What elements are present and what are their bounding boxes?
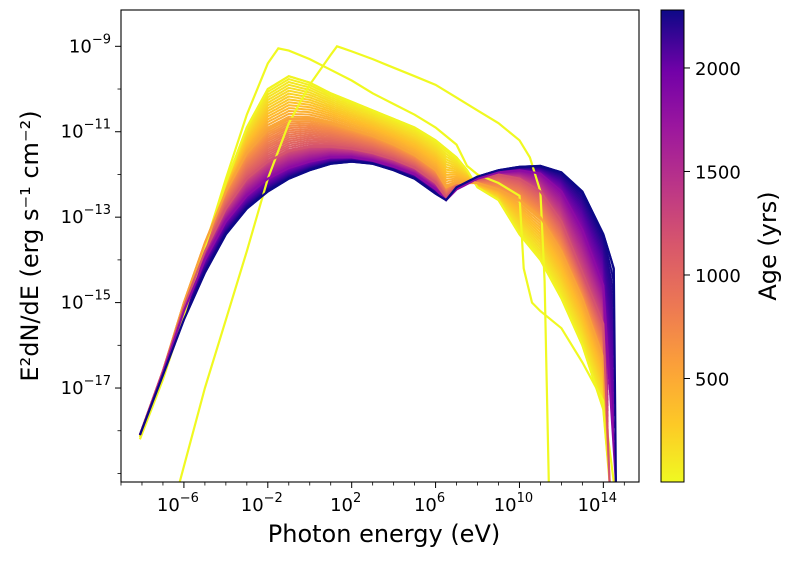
sed-curve-series [138, 156, 617, 482]
x-tick-exp: 10 [517, 491, 534, 506]
y-tick-label: 10−17 [61, 374, 111, 399]
x-tick-base: 10 [241, 495, 264, 516]
sed-curve-series [138, 145, 611, 482]
x-tick-label: 1014 [578, 491, 617, 516]
x-tick-base: 10 [414, 495, 437, 516]
plot-frame [120, 9, 640, 483]
colorbar [660, 9, 685, 483]
sed-curves [138, 45, 617, 482]
x-tick-exp: 6 [437, 491, 445, 506]
x-tick-exp: −2 [264, 491, 283, 506]
x-tick-exp: 2 [353, 491, 361, 506]
x-tick-label: 1010 [494, 491, 533, 516]
colorbar-tick-label: 500 [695, 369, 729, 390]
y-tick-base: 10 [69, 36, 92, 57]
sed-curve-series [138, 75, 611, 482]
colorbar-tick-label: 1500 [695, 162, 741, 183]
x-tick-base: 10 [157, 495, 180, 516]
y-tick-exp: −11 [84, 118, 111, 133]
y-tick-exp: −13 [84, 203, 111, 218]
colorbar-ticks: 500 1000 1500 2000 [684, 59, 741, 390]
x-tick-label: 10−2 [241, 491, 283, 516]
sed-curve-series [138, 117, 611, 482]
x-tick-label: 102 [330, 491, 361, 516]
x-tick-base: 10 [330, 495, 353, 516]
x-axis-ticks: 10−6 10−2 102 106 1010 1014 [120, 482, 625, 516]
y-axis-label: E²dN/dE (erg s⁻¹ cm⁻²) [16, 110, 44, 381]
y-tick-base: 10 [61, 207, 84, 228]
y-tick-label: 10−11 [61, 118, 111, 143]
colorbar-label: Age (yrs) [754, 191, 782, 300]
y-tick-exp: −17 [84, 374, 111, 389]
y-tick-base: 10 [61, 122, 84, 143]
y-tick-exp: −15 [84, 289, 111, 304]
x-axis-label: Photon energy (eV) [268, 520, 500, 548]
x-tick-base: 10 [578, 495, 601, 516]
x-tick-base: 10 [494, 495, 517, 516]
x-tick-exp: −6 [180, 491, 199, 506]
sed-curve-series [138, 160, 617, 482]
y-tick-label: 10−9 [69, 32, 111, 57]
sed-curve-series [138, 47, 615, 482]
x-tick-exp: 14 [601, 491, 618, 506]
y-tick-base: 10 [61, 293, 84, 314]
y-tick-label: 10−15 [61, 289, 111, 314]
y-tick-label: 10−13 [61, 203, 111, 228]
y-tick-exp: −9 [92, 32, 111, 47]
x-tick-label: 10−6 [157, 491, 199, 516]
y-tick-base: 10 [61, 378, 84, 399]
colorbar-tick-label: 2000 [695, 59, 741, 80]
x-tick-label: 106 [414, 491, 445, 516]
sed-curve-series [178, 45, 550, 482]
colorbar-tick-label: 1000 [695, 266, 741, 287]
